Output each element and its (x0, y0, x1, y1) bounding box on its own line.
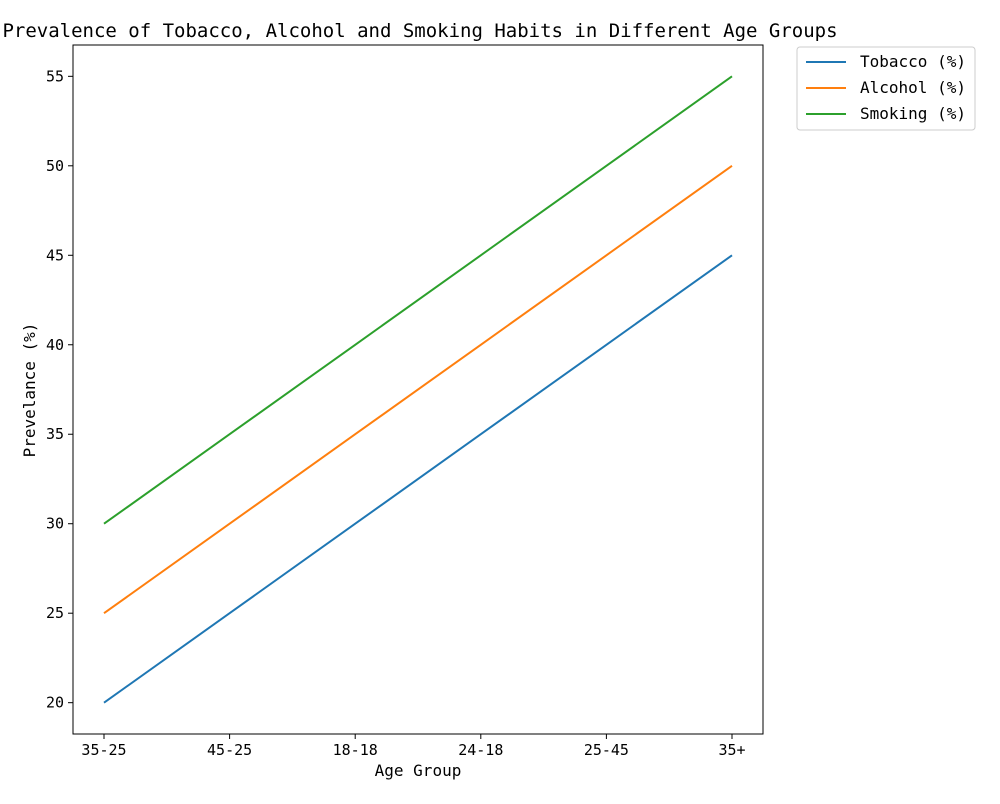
x-axis-label: Age Group (375, 761, 462, 780)
series-lines (103, 75, 733, 704)
series-line-alcohol (103, 164, 733, 615)
x-axis: 35-25 45-25 18-18 24-18 25-45 35+ (81, 734, 746, 759)
y-tick-label: 40 (46, 336, 64, 354)
x-tick-label: 25-45 (584, 741, 629, 759)
y-axis-label: Prevelance (%) (20, 323, 39, 458)
y-tick-label: 55 (46, 67, 64, 85)
x-tick-label: 24-18 (458, 741, 503, 759)
legend: Tobacco (%) Alcohol (%) Smoking (%) (796, 46, 976, 131)
legend-frame (796, 46, 976, 131)
legend-item-label: Tobacco (%) (860, 52, 966, 71)
series-line-smoking (103, 75, 733, 525)
y-tick-label: 35 (46, 425, 64, 443)
y-tick-label: 25 (46, 604, 64, 622)
x-tick-label: 35+ (718, 741, 745, 759)
y-tick-label: 50 (46, 157, 64, 175)
legend-item-label: Smoking (%) (860, 104, 966, 123)
y-tick-label: 20 (46, 694, 64, 712)
y-axis: 20 25 30 35 40 45 50 55 (46, 67, 73, 712)
series-line-tobacco (103, 254, 733, 704)
plot-area-frame (72, 44, 764, 735)
x-tick-label: 18-18 (333, 741, 378, 759)
y-tick-label: 30 (46, 515, 64, 533)
x-tick-label: 35-25 (81, 741, 126, 759)
legend-item-label: Alcohol (%) (860, 78, 966, 97)
x-tick-label: 45-25 (207, 741, 252, 759)
chart-title: Prevalence of Tobacco, Alcohol and Smoki… (2, 20, 837, 42)
y-tick-label: 45 (46, 246, 64, 264)
